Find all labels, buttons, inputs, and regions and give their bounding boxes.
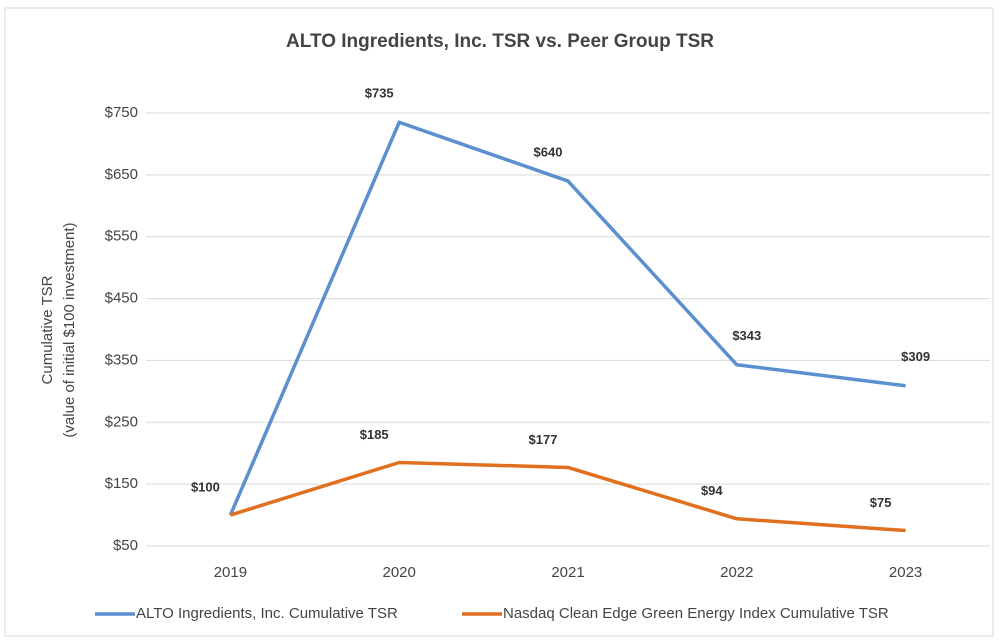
- y-tick-label: $250: [105, 413, 138, 430]
- y-tick-label: $550: [105, 228, 138, 245]
- data-label: $185: [360, 427, 389, 442]
- x-tick-label: 2020: [383, 564, 416, 581]
- x-tick-label: 2023: [889, 564, 922, 581]
- y-tick-label: $150: [105, 475, 138, 492]
- y-tick-label: $450: [105, 290, 138, 307]
- x-tick-label: 2022: [720, 564, 753, 581]
- x-tick-label: 2019: [214, 564, 247, 581]
- legend-label: Nasdaq Clean Edge Green Energy Index Cum…: [503, 605, 889, 622]
- data-label: $735: [365, 86, 394, 101]
- y-tick-label: $50: [113, 537, 138, 554]
- data-label: $75: [870, 495, 892, 510]
- data-label: $177: [529, 432, 558, 447]
- chart-title: ALTO Ingredients, Inc. TSR vs. Peer Grou…: [286, 31, 714, 52]
- data-label: $309: [901, 349, 930, 364]
- x-tick-label: 2021: [551, 564, 584, 581]
- data-label: $94: [701, 483, 723, 498]
- series-line: [229, 460, 906, 533]
- data-label: $100: [191, 480, 220, 495]
- y-axis-title: (value of initial $100 investment): [61, 222, 78, 437]
- y-tick-label: $350: [105, 351, 138, 368]
- data-label: $343: [732, 328, 761, 343]
- y-tick-label: $750: [105, 104, 138, 121]
- data-label: $640: [534, 144, 563, 159]
- y-tick-label: $650: [105, 166, 138, 183]
- chart-border: [4, 7, 994, 637]
- y-axis-title: Cumulative TSR: [39, 275, 56, 384]
- legend-label: ALTO Ingredients, Inc. Cumulative TSR: [136, 605, 398, 622]
- series-line: [228, 120, 906, 516]
